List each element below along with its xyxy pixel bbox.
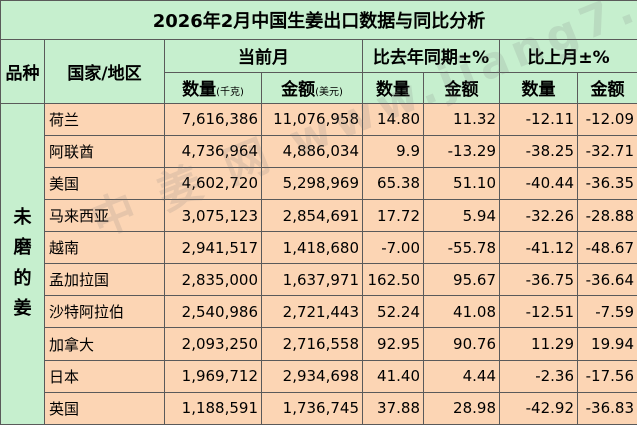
table-row: 马来西亚 3,075,123 2,854,691 17.72 5.94 -32.26 -28…	[1, 198, 637, 233]
yoy-amount-cell: 11.32	[423, 102, 500, 136]
mom-amount-cell: -7.59	[577, 295, 637, 329]
country-cell: 越南	[44, 231, 165, 265]
country-cell: 马来西亚	[44, 198, 165, 233]
table-row: 美国 4,602,720 5,298,969 65.38 51.10 -40.44 -36.…	[1, 166, 637, 200]
yoy-amount-cell: 41.08	[423, 295, 500, 329]
country-cell: 加拿大	[44, 327, 165, 361]
yoy-amount-cell: -13.29	[423, 134, 500, 168]
quantity-cell: 7,616,386	[164, 102, 262, 136]
header-mom: 比上月±%	[499, 39, 637, 73]
header-quantity-unit: (千克)	[216, 87, 244, 99]
mom-amount-cell: -12.09	[577, 102, 637, 136]
yoy-quantity-cell: 17.72	[362, 198, 424, 233]
header-category: 品种	[0, 39, 45, 104]
mom-quantity-cell: -32.26	[499, 198, 578, 233]
header-quantity: 数量(千克)	[164, 71, 262, 104]
amount-cell: 2,934,698	[261, 359, 363, 393]
table-row: 未磨的姜荷兰 7,616,386 11,076,958 14.80 11.32 -12.1…	[0, 102, 637, 425]
table-row: 孟加拉国 2,835,000 1,637,971 162.50 95.67 -36.75-…	[1, 263, 637, 297]
amount-cell: 1,637,971	[261, 263, 363, 297]
yoy-quantity-cell: -7.00	[362, 231, 424, 265]
mom-quantity-cell: -40.44	[499, 166, 578, 200]
country-cell: 日本	[44, 359, 165, 393]
amount-cell: 2,721,443	[261, 295, 363, 329]
table-row: 日本 1,969,712 2,934,698 41.40 4.44 -2.36 -17.56	[1, 359, 637, 393]
header-region: 国家/地区	[44, 39, 165, 104]
mom-amount-cell: -32.71	[577, 134, 637, 168]
table-title: 2026年2月中国生姜出口数据与同比分析	[0, 0, 637, 41]
quantity-cell: 3,075,123	[164, 198, 262, 233]
yoy-quantity-cell: 162.50	[362, 263, 424, 297]
quantity-cell: 1,969,712	[164, 359, 262, 393]
amount-cell: 1,418,680	[261, 231, 363, 265]
yoy-quantity-cell: 41.40	[362, 359, 424, 393]
mom-quantity-cell: -42.92	[499, 391, 578, 425]
quantity-cell: 1,188,591	[164, 391, 262, 425]
header-mom-amount: 金额	[577, 71, 637, 104]
mom-quantity-cell: -12.51	[499, 295, 578, 329]
country-cell: 沙特阿拉伯	[44, 295, 165, 329]
amount-cell: 2,716,558	[261, 327, 363, 361]
mom-quantity-cell: -36.75	[499, 263, 578, 297]
yoy-amount-cell: 95.67	[423, 263, 500, 297]
header-amount-label: 金额	[281, 80, 316, 101]
yoy-amount-cell: -55.78	[423, 231, 500, 265]
header-amount-unit: (美元)	[315, 87, 343, 99]
amount-cell: 2,854,691	[261, 198, 363, 233]
country-cell: 阿联酋	[44, 134, 165, 168]
mom-amount-cell: -48.67	[577, 231, 637, 265]
table-row: 英国 1,188,591 1,736,745 37.88 28.98 -42.92 -36.…	[1, 391, 637, 425]
yoy-quantity-cell: 92.95	[362, 327, 424, 361]
yoy-quantity-cell: 52.24	[362, 295, 424, 329]
header-quantity-label: 数量	[182, 80, 217, 101]
country-cell: 英国	[44, 391, 165, 425]
amount-cell: 1,736,745	[261, 391, 363, 425]
mom-amount-cell: 19.94	[577, 327, 637, 361]
quantity-cell: 2,093,250	[164, 327, 262, 361]
quantity-cell: 4,736,964	[164, 134, 262, 168]
mom-amount-cell: -36.64	[577, 263, 637, 297]
header-yoy-quantity: 数量	[362, 71, 424, 104]
country-cell: 孟加拉国	[44, 263, 165, 297]
table-row: 加拿大 2,093,250 2,716,558 92.95 90.76 11.29 19.9…	[1, 327, 637, 361]
mom-quantity-cell: -12.11	[499, 102, 578, 136]
header-yoy: 比去年同期±%	[362, 39, 500, 73]
mom-amount-cell: -17.56	[577, 359, 637, 393]
table-row: 越南 2,941,517 1,418,680 -7.00 -55.78 -41.12 -48…	[1, 231, 637, 265]
mom-amount-cell: -28.88	[577, 198, 637, 233]
amount-cell: 5,298,969	[261, 166, 363, 200]
header-yoy-amount: 金额	[423, 71, 500, 104]
yoy-quantity-cell: 9.9	[362, 134, 424, 168]
quantity-cell: 2,941,517	[164, 231, 262, 265]
quantity-cell: 2,540,986	[164, 295, 262, 329]
yoy-amount-cell: 4.44	[423, 359, 500, 393]
mom-amount-cell: -36.35	[577, 166, 637, 200]
mom-quantity-cell: -41.12	[499, 231, 578, 265]
yoy-quantity-cell: 65.38	[362, 166, 424, 200]
header-amount: 金额(美元)	[261, 71, 363, 104]
country-cell: 荷兰	[44, 102, 165, 136]
header-current-month: 当前月	[164, 39, 363, 73]
yoy-amount-cell: 90.76	[423, 327, 500, 361]
country-cell: 美国	[44, 166, 165, 200]
mom-quantity-cell: -38.25	[499, 134, 578, 168]
mom-amount-cell: -36.83	[577, 391, 637, 425]
amount-cell: 4,886,034	[261, 134, 363, 168]
category-cell: 未磨的姜	[0, 102, 45, 425]
yoy-amount-cell: 5.94	[423, 198, 500, 233]
mom-quantity-cell: 11.29	[499, 327, 578, 361]
yoy-quantity-cell: 37.88	[362, 391, 424, 425]
quantity-cell: 4,602,720	[164, 166, 262, 200]
quantity-cell: 2,835,000	[164, 263, 262, 297]
mom-quantity-cell: -2.36	[499, 359, 578, 393]
yoy-amount-cell: 28.98	[423, 391, 500, 425]
table-row: 阿联酋 4,736,964 4,886,034 9.9 -13.29 -38.25 -32.…	[1, 134, 637, 168]
yoy-quantity-cell: 14.80	[362, 102, 424, 136]
amount-cell: 11,076,958	[261, 102, 363, 136]
table-row: 沙特阿拉伯 2,540,986 2,721,443 52.24 41.08 -12.51-…	[1, 295, 637, 329]
yoy-amount-cell: 51.10	[423, 166, 500, 200]
header-mom-quantity: 数量	[499, 71, 578, 104]
